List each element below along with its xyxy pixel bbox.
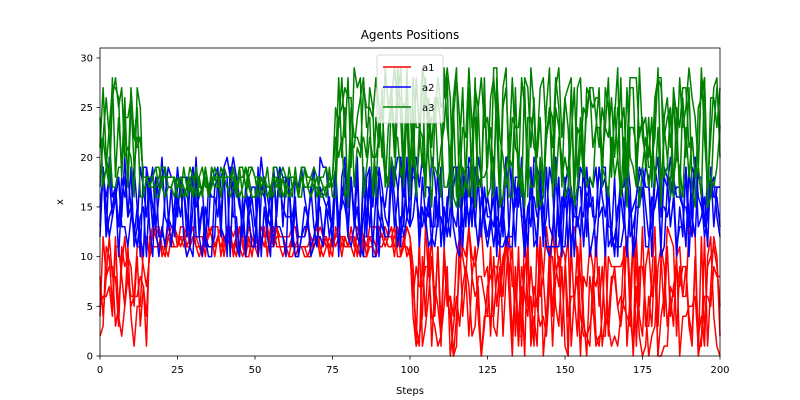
y-tick-label: 0 (87, 352, 93, 363)
y-tick-label: 5 (87, 302, 93, 313)
x-tick-label: 50 (249, 365, 262, 376)
x-tick-label: 150 (555, 365, 574, 376)
y-axis-label: x (55, 199, 66, 205)
y-tick-label: 25 (80, 103, 93, 114)
x-tick-label: 175 (633, 365, 652, 376)
y-tick-label: 30 (80, 53, 93, 64)
legend-label-a1: a1 (422, 63, 435, 74)
x-tick-label: 200 (710, 365, 729, 376)
y-axis: 0 5 10 15 20 25 30 (80, 53, 100, 363)
series-line-a2 (99, 156, 720, 258)
x-axis: 0 25 50 75 100 125 150 175 200 (97, 356, 730, 376)
y-tick-label: 20 (80, 153, 93, 164)
legend-label-a2: a2 (422, 83, 435, 94)
legend-label-a3: a3 (422, 103, 435, 114)
x-tick-label: 100 (400, 365, 419, 376)
legend: a1 a2 a3 (376, 54, 444, 124)
x-tick-label: 0 (97, 365, 103, 376)
series-line-a3 (99, 67, 721, 208)
chart-title: Agents Positions (361, 28, 460, 42)
x-tick-label: 125 (478, 365, 497, 376)
y-tick-label: 15 (80, 202, 93, 213)
x-tick-label: 25 (171, 365, 184, 376)
y-tick-label: 10 (80, 252, 93, 263)
x-tick-label: 75 (326, 365, 339, 376)
x-axis-label: Steps (396, 386, 424, 397)
legend-box (376, 54, 444, 124)
series-line-a3 (99, 67, 721, 208)
